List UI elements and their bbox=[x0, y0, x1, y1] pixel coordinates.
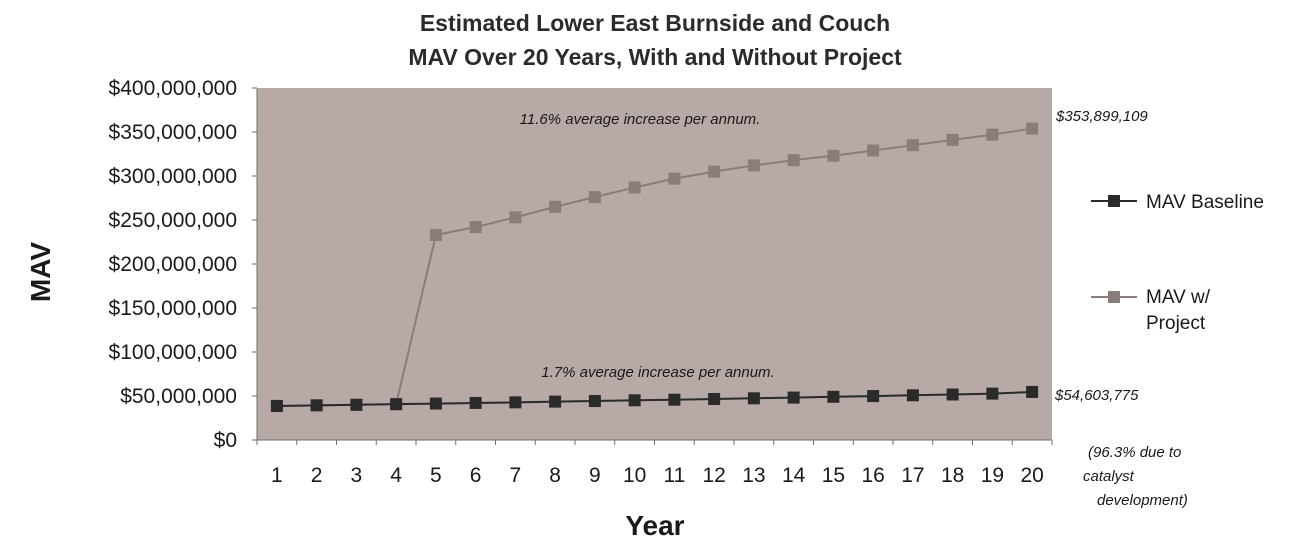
x-axis-title: Year bbox=[625, 510, 684, 541]
y-tick-label: $400,000,000 bbox=[109, 77, 237, 100]
data-point-baseline bbox=[1026, 385, 1039, 398]
x-tick-label: 16 bbox=[861, 464, 884, 487]
data-point-baseline bbox=[628, 394, 641, 407]
chart-title-line-1: Estimated Lower East Burnside and Couch bbox=[420, 10, 890, 36]
data-point-project bbox=[946, 133, 959, 146]
x-tick-label: 1 bbox=[271, 464, 283, 487]
x-tick-label: 11 bbox=[663, 464, 685, 487]
x-tick-label: 5 bbox=[430, 464, 442, 487]
x-tick-label: 15 bbox=[822, 464, 845, 487]
legend-label-project-line-1: MAV w/ bbox=[1146, 287, 1211, 308]
data-point-project bbox=[708, 165, 721, 178]
legend-label-project-line-2: Project bbox=[1146, 313, 1206, 334]
footnote-line-2: catalyst bbox=[1083, 468, 1135, 485]
legend: MAV Baseline MAV w/ Project bbox=[1091, 192, 1264, 334]
data-point-project bbox=[1026, 122, 1039, 135]
data-point-baseline bbox=[588, 395, 601, 408]
baseline-end-value-label: $54,603,775 bbox=[1054, 387, 1139, 404]
data-point-baseline bbox=[708, 392, 721, 405]
data-point-project bbox=[787, 154, 800, 167]
data-point-project bbox=[509, 211, 522, 224]
data-point-baseline bbox=[668, 393, 681, 406]
y-tick-label: $150,000,000 bbox=[109, 297, 237, 320]
x-tick-label: 12 bbox=[702, 464, 725, 487]
data-point-project bbox=[986, 128, 999, 141]
y-tick-label: $300,000,000 bbox=[109, 165, 237, 188]
data-point-project bbox=[549, 200, 562, 213]
data-point-project bbox=[429, 228, 442, 241]
y-tick-label: $0 bbox=[214, 429, 237, 452]
x-tick-label: 8 bbox=[549, 464, 561, 487]
series-line-baseline bbox=[276, 390, 1033, 407]
y-tick-label: $50,000,000 bbox=[120, 385, 237, 408]
x-tick-label: 13 bbox=[742, 464, 765, 487]
project-growth-annotation: 11.6% average increase per annum. bbox=[520, 111, 761, 128]
data-point-baseline bbox=[469, 396, 482, 409]
legend-item-baseline: MAV Baseline bbox=[1091, 192, 1264, 213]
x-tick-label: 9 bbox=[589, 464, 601, 487]
data-point-baseline bbox=[509, 396, 522, 409]
x-tick-label: 2 bbox=[311, 464, 323, 487]
data-point-baseline bbox=[549, 395, 562, 408]
data-point-project bbox=[628, 181, 641, 194]
data-point-baseline bbox=[867, 390, 880, 403]
data-point-baseline bbox=[747, 392, 760, 405]
baseline-growth-annotation: 1.7% average increase per annum. bbox=[541, 364, 774, 381]
x-tick-label: 7 bbox=[510, 464, 522, 487]
x-tick-label: 14 bbox=[782, 464, 806, 487]
data-point-baseline bbox=[946, 388, 959, 401]
legend-swatch-marker-project bbox=[1108, 291, 1120, 303]
x-tick-label: 6 bbox=[470, 464, 482, 487]
x-tick-label: 20 bbox=[1020, 464, 1043, 487]
data-point-project bbox=[906, 139, 919, 152]
data-point-baseline bbox=[350, 398, 363, 411]
footnote-line-1: (96.3% due to bbox=[1088, 444, 1181, 461]
chart-title-line-2: MAV Over 20 Years, With and Without Proj… bbox=[408, 44, 902, 70]
y-tick-label: $350,000,000 bbox=[109, 121, 237, 144]
x-tick-label: 19 bbox=[981, 464, 1004, 487]
x-tick-label: 18 bbox=[941, 464, 964, 487]
data-point-project bbox=[469, 221, 482, 234]
data-point-baseline bbox=[390, 398, 403, 411]
data-point-baseline bbox=[310, 399, 323, 412]
data-point-baseline bbox=[906, 389, 919, 402]
legend-item-project: MAV w/ Project bbox=[1091, 287, 1211, 334]
x-axis-ticks: 1 2 3 4 5 6 7 8 9 10 11 12 13 14 15 16 17 18 19 20 bbox=[256, 440, 1053, 487]
series-layer bbox=[270, 122, 1039, 412]
project-end-value-label: $353,899,109 bbox=[1055, 108, 1148, 125]
footnote-line-3: development) bbox=[1097, 492, 1188, 509]
data-point-project bbox=[827, 149, 840, 162]
plot-area bbox=[257, 88, 1052, 440]
x-tick-label: 4 bbox=[390, 464, 402, 487]
data-point-project bbox=[867, 144, 880, 157]
data-point-baseline bbox=[827, 390, 840, 403]
data-point-project bbox=[588, 191, 601, 204]
y-axis-ticks: $0 $50,000,000 $100,000,000 $150,000,000 $20… bbox=[109, 77, 257, 452]
legend-label-baseline: MAV Baseline bbox=[1146, 192, 1264, 213]
data-point-baseline bbox=[986, 387, 999, 400]
series-line-project bbox=[276, 127, 1033, 407]
data-point-baseline bbox=[429, 397, 442, 410]
data-point-project bbox=[668, 172, 681, 185]
y-tick-label: $250,000,000 bbox=[109, 209, 237, 232]
legend-swatch-marker-baseline bbox=[1108, 195, 1120, 207]
data-point-baseline bbox=[787, 391, 800, 404]
y-axis-title: MAV bbox=[25, 242, 56, 302]
y-tick-label: $200,000,000 bbox=[109, 253, 237, 276]
x-tick-label: 17 bbox=[901, 464, 924, 487]
x-tick-label: 3 bbox=[351, 464, 363, 487]
y-tick-label: $100,000,000 bbox=[109, 341, 237, 364]
data-point-baseline bbox=[270, 399, 283, 412]
x-tick-label: 10 bbox=[623, 464, 646, 487]
data-point-project bbox=[747, 159, 760, 172]
